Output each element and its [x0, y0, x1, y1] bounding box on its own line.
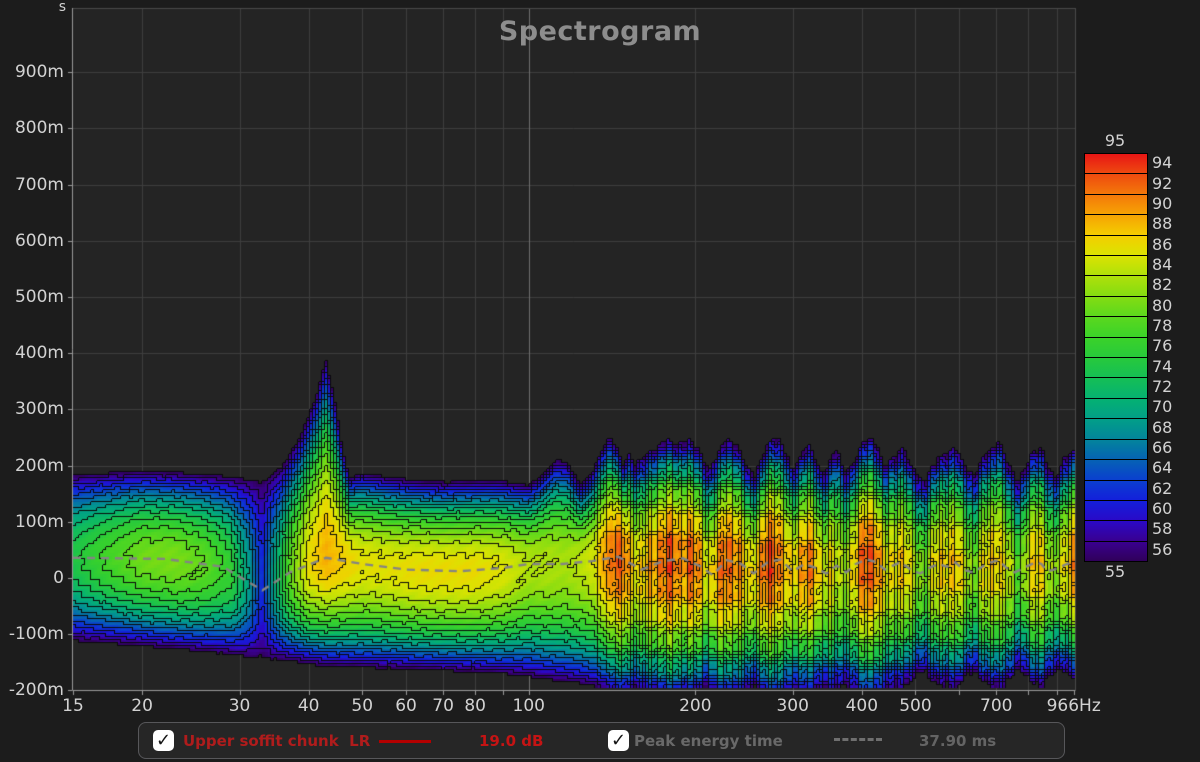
color-scale-tick-label: 74 [1152, 356, 1173, 376]
x-tick-label: 30 [228, 696, 251, 716]
y-tick-label: 900m [14, 62, 64, 83]
x-tick-label: 400 [845, 696, 879, 716]
color-scale-tick-label: 94 [1152, 153, 1173, 173]
color-scale-tick-label: 66 [1152, 438, 1173, 458]
x-tick-label: 700 [980, 696, 1013, 716]
color-scale-segment [1085, 174, 1147, 195]
color-scale-segment [1085, 419, 1147, 440]
color-scale [1084, 153, 1148, 562]
color-scale-segment [1085, 296, 1147, 318]
y-tick-label: 100m [14, 511, 64, 532]
time-axis-unit-label: s [58, 0, 66, 15]
color-scale-tick-label: 68 [1152, 417, 1173, 437]
legend-checkbox-measurement[interactable]: ✓ [153, 730, 174, 751]
color-scale-tick-label: 56 [1152, 539, 1173, 559]
color-scale-min-label: 55 [1104, 562, 1126, 581]
y-tick-label: -100m [8, 624, 64, 645]
legend-dashed-line-sample [834, 738, 882, 741]
color-scale-tick-label: 92 [1152, 173, 1173, 193]
color-scale-segment [1085, 500, 1147, 522]
color-scale-tick-label: 64 [1152, 458, 1173, 478]
x-tick-label: 80 [464, 696, 486, 716]
y-tick-label: 500m [14, 287, 64, 307]
color-scale-tick-label: 88 [1152, 214, 1173, 234]
legend-bar: ✓ Upper soffit chunk LR 19.0 dB ✓ Peak energ… [138, 722, 1065, 759]
color-scale-tick-label: 86 [1152, 234, 1173, 254]
color-scale-segment [1085, 154, 1147, 175]
color-scale-segment [1085, 317, 1147, 338]
color-scale-tick-label: 60 [1152, 499, 1173, 519]
color-scale-tick-label: 72 [1152, 377, 1173, 397]
color-scale-segment [1085, 235, 1147, 257]
color-scale-segment [1085, 541, 1147, 562]
color-scale-segment [1085, 194, 1147, 216]
x-tick-label: 300 [776, 696, 809, 716]
color-scale-segment [1085, 215, 1147, 236]
legend-label: Peak energy time [634, 732, 783, 750]
color-scale-tick-label: 76 [1152, 336, 1173, 356]
x-tick-label: 200 [679, 696, 712, 716]
color-scale-segment [1085, 378, 1147, 399]
y-tick-label: 0 [53, 568, 64, 588]
y-tick-label: 200m [14, 455, 64, 476]
legend-value: 19.0 dB [479, 732, 544, 750]
y-tick-label: 700m [14, 174, 64, 195]
color-scale-tick-label: 82 [1152, 275, 1173, 295]
legend-value: 37.90 ms [919, 732, 997, 750]
color-scale-tick-label: 70 [1152, 397, 1173, 417]
y-tick-label: 400m [14, 343, 64, 364]
y-tick-label: -200m [8, 680, 64, 701]
color-scale-segment [1085, 256, 1147, 277]
color-scale-tick-label: 80 [1152, 295, 1173, 315]
color-scale-segment [1085, 276, 1147, 297]
y-tick-label: 600m [14, 230, 64, 251]
legend-label: Upper soffit chunk LR [183, 732, 371, 750]
x-tick-label: 60 [395, 696, 417, 716]
x-tick-label: 70 [432, 696, 454, 716]
color-scale-segment [1085, 521, 1147, 542]
x-tick-label: 500 [899, 696, 932, 716]
x-tick-label: 40 [297, 696, 320, 716]
x-tick-label: 100 [512, 696, 545, 716]
x-tick-label: 20 [131, 696, 153, 716]
color-scale-segment [1085, 358, 1147, 379]
legend-line-sample [379, 740, 431, 743]
color-scale-segment [1085, 398, 1147, 420]
color-scale-segment [1085, 439, 1147, 461]
color-scale-tick-label: 78 [1152, 315, 1173, 335]
color-scale-tick-label: 62 [1152, 478, 1173, 498]
x-tick-label: 15 [62, 696, 84, 716]
color-scale-tick-label: 58 [1152, 519, 1173, 539]
color-scale-tick-label: 84 [1152, 254, 1173, 274]
x-tick-label: 966Hz [1046, 696, 1101, 716]
color-scale-max-label: 95 [1104, 131, 1126, 150]
y-tick-label: 800m [14, 118, 64, 139]
color-scale-segment [1085, 480, 1147, 501]
x-tick-label: 50 [351, 696, 374, 716]
y-tick-label: 300m [14, 399, 64, 420]
color-scale-tick-label: 90 [1152, 193, 1173, 213]
color-scale-segment [1085, 460, 1147, 481]
color-scale-segment [1085, 337, 1147, 359]
legend-checkbox-peak-energy-time[interactable]: ✓ [608, 730, 629, 751]
